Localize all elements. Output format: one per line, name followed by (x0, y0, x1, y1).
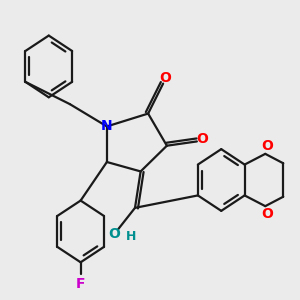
Text: O: O (108, 227, 120, 242)
Text: O: O (261, 207, 273, 221)
Text: O: O (261, 139, 273, 153)
Text: O: O (196, 132, 208, 146)
Text: O: O (159, 71, 171, 85)
Text: F: F (76, 277, 86, 291)
Text: H: H (126, 230, 136, 244)
Text: N: N (101, 119, 113, 134)
